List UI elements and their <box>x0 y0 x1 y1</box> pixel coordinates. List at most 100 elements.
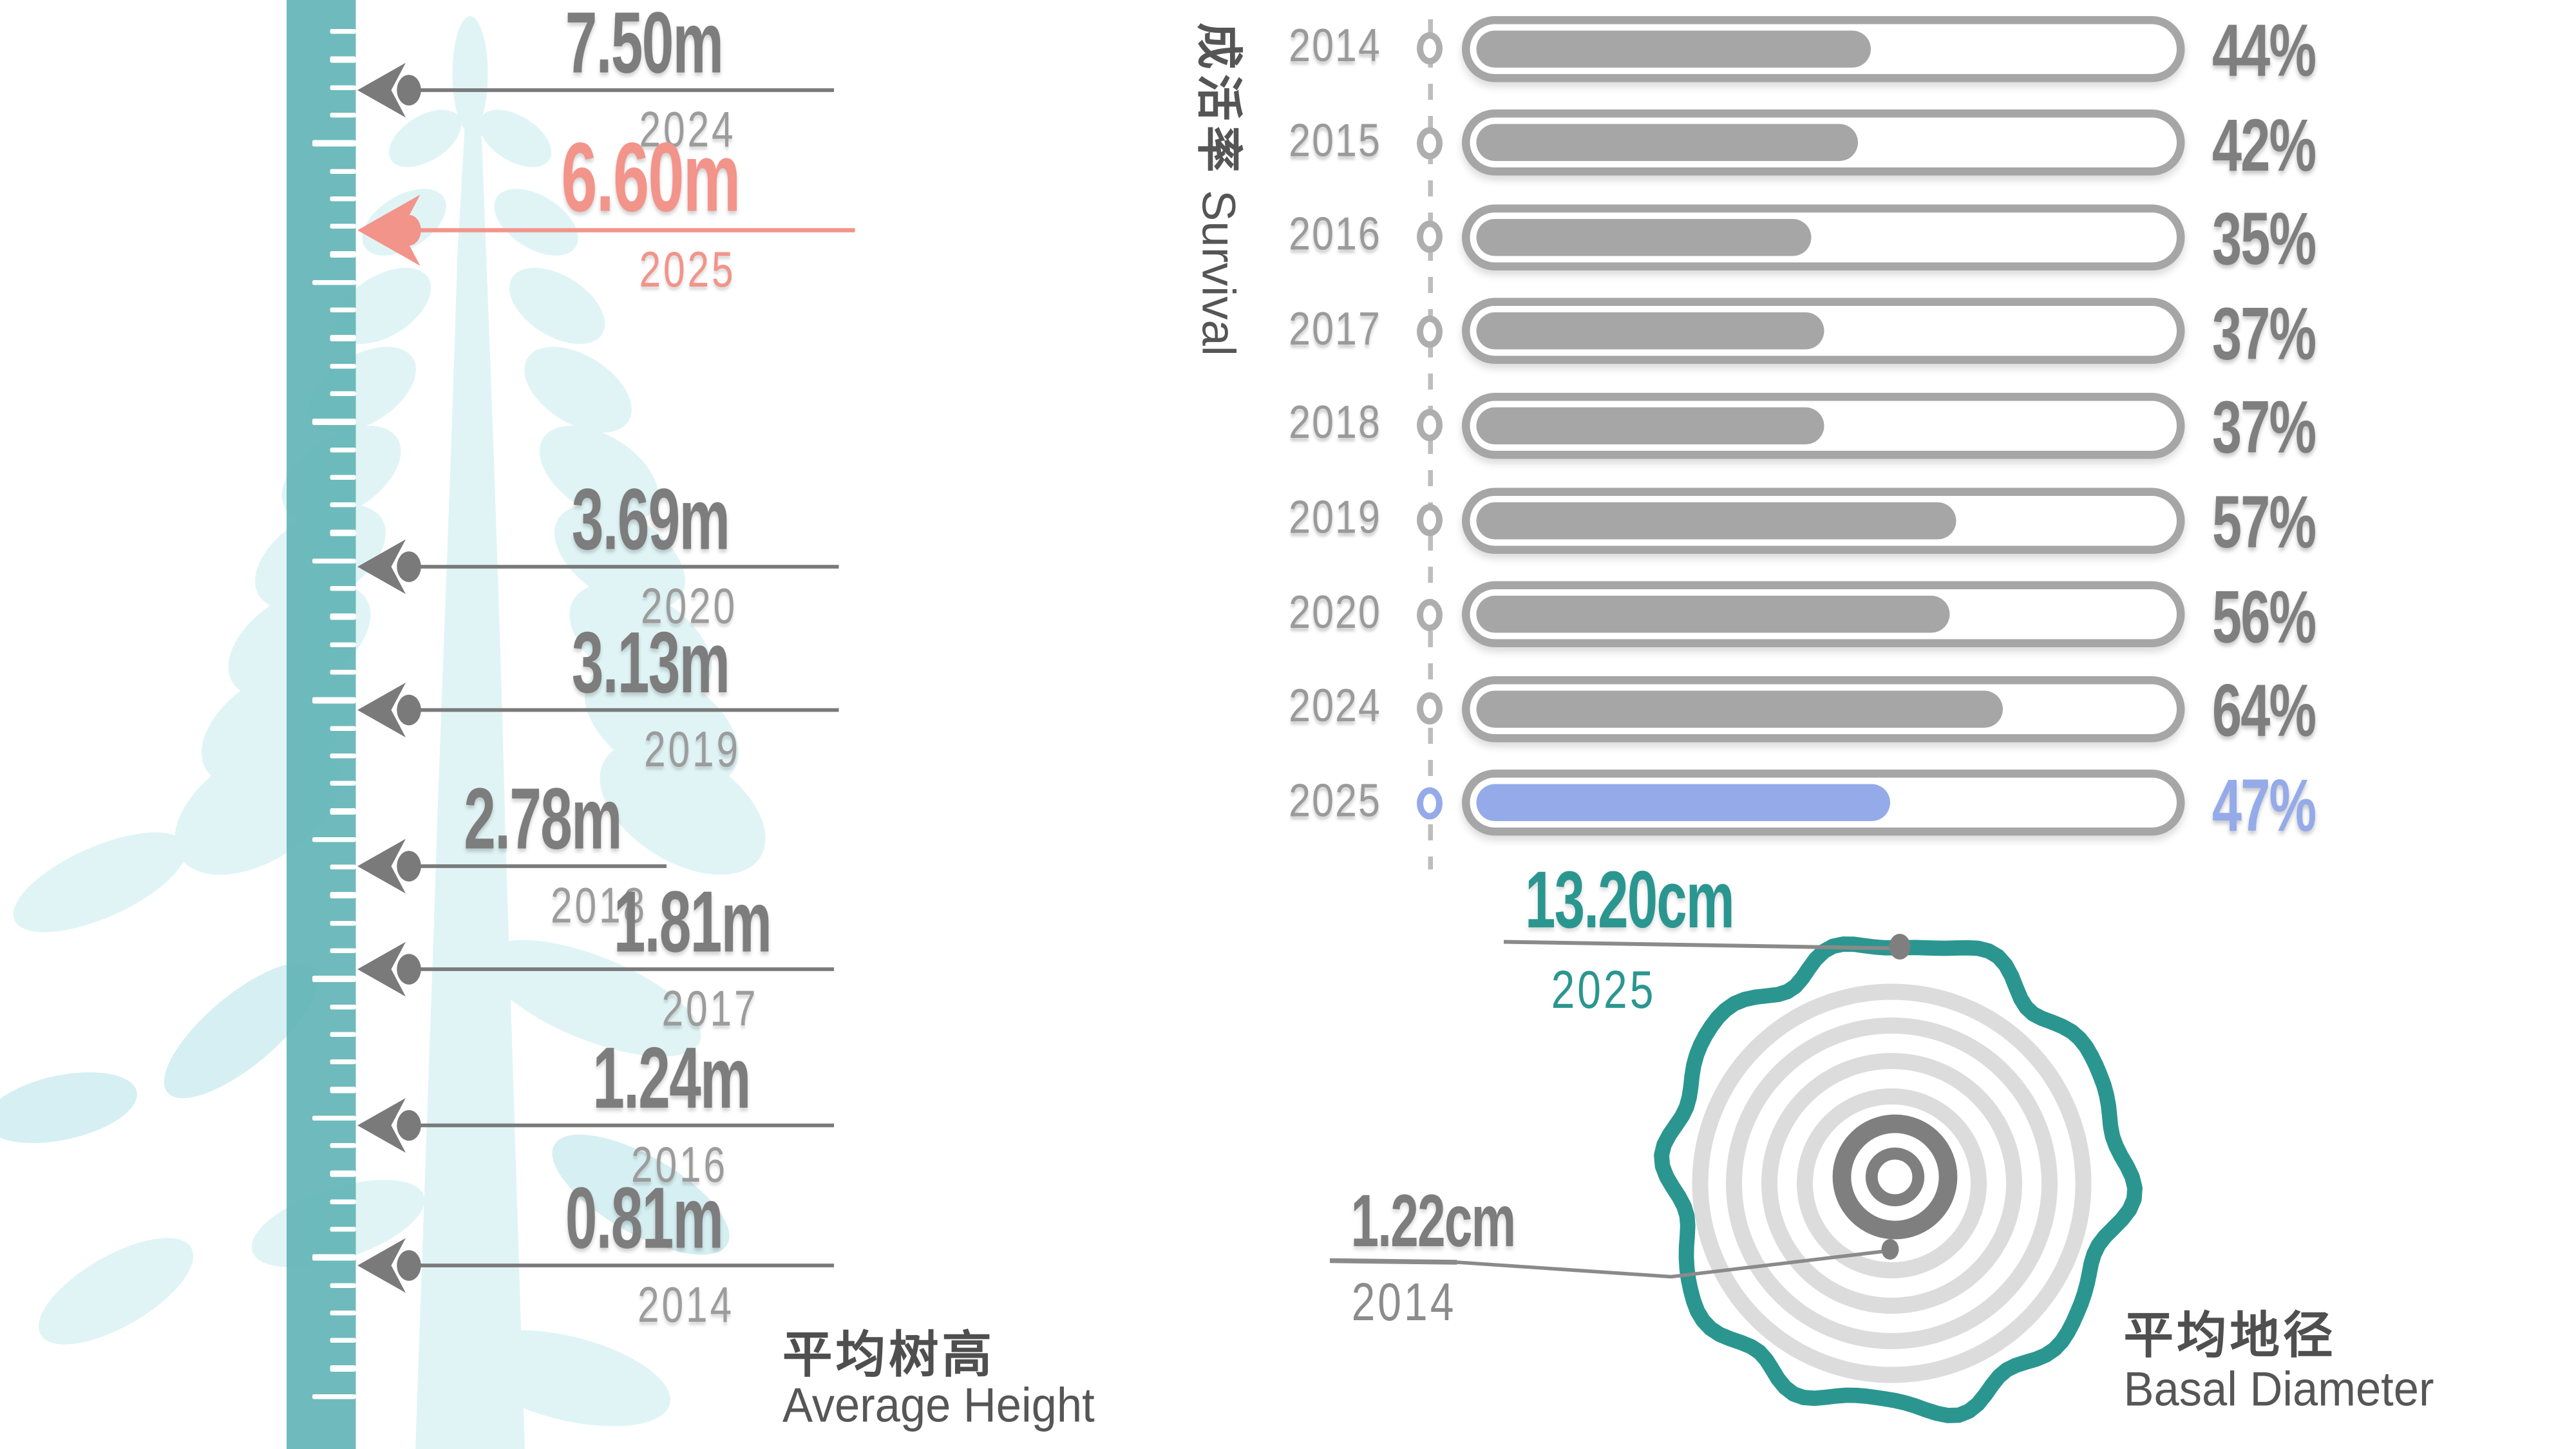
ruler-tick <box>312 1394 356 1399</box>
ruler-tick <box>330 391 356 397</box>
growth-ring <box>1726 1018 2058 1349</box>
center-ring-2014 <box>1832 1114 1958 1240</box>
arrow-dot <box>397 75 421 106</box>
survival-bar-fill <box>1476 596 1950 633</box>
ruler-tick <box>330 641 356 647</box>
ruler-tick <box>330 1143 356 1149</box>
timeline-marker <box>1416 220 1443 253</box>
height-year: 2020 <box>640 578 738 634</box>
height-year: 2018 <box>550 877 648 934</box>
growth-ring <box>1761 1053 2022 1314</box>
center-pith <box>1865 1147 1925 1207</box>
survival-year: 2015 <box>1289 115 1381 167</box>
diameter-min-value: 1.22cm <box>1350 1179 1516 1262</box>
arrow-dot <box>397 551 421 582</box>
diameter-max-value: 13.20cm <box>1525 855 1734 945</box>
timeline-marker <box>1416 504 1443 536</box>
survival-year: 2017 <box>1289 303 1381 355</box>
ruler-tick <box>330 251 356 258</box>
ruler-tick <box>330 1171 356 1177</box>
height-entry <box>357 1098 834 1153</box>
ruler-tick <box>330 474 356 480</box>
timeline-marker <box>1416 126 1443 159</box>
ruler-tick <box>312 140 356 146</box>
survival-bar-fill <box>1476 218 1812 256</box>
survival-year: 2016 <box>1289 209 1381 261</box>
ruler-tick <box>312 837 356 842</box>
ruler-tick <box>330 614 356 620</box>
ruler-tick <box>330 1365 356 1372</box>
survival-pct: 44% <box>2212 8 2316 92</box>
ruler-tick <box>330 920 356 926</box>
ruler-tick <box>330 502 356 508</box>
ruler-tick <box>330 112 356 118</box>
arrow-dot <box>397 214 421 246</box>
height-year: 2025 <box>639 242 736 298</box>
ruler-tick <box>330 1003 356 1010</box>
ruler-tick <box>330 864 356 870</box>
ruler-tick <box>330 29 356 35</box>
ruler-tick <box>330 1338 356 1344</box>
survival-bar-track <box>1462 109 2185 176</box>
arrow-left-icon <box>357 1238 406 1293</box>
height-ruler <box>287 0 356 1449</box>
height-year: 2024 <box>639 101 736 158</box>
ruler-tick <box>330 1310 356 1316</box>
survival-bar-fill <box>1476 784 1890 822</box>
height-entry <box>357 683 839 737</box>
height-entry <box>357 942 834 997</box>
height-value: 3.13m <box>571 614 730 712</box>
growth-ring <box>1692 983 2092 1383</box>
ruler-tick <box>330 307 356 313</box>
survival-year: 2014 <box>1289 21 1381 73</box>
survival-pct: 35% <box>2212 196 2316 281</box>
ruler-tick <box>312 558 356 564</box>
ruler-tick <box>330 1087 356 1093</box>
ruler-tick <box>330 84 356 90</box>
arrow-dot <box>397 694 421 726</box>
ruler-tick <box>330 753 356 759</box>
height-value: 0.81m <box>565 1170 724 1267</box>
ruler-tick <box>312 279 356 285</box>
height-value: 3.69m <box>571 471 730 568</box>
arrow-left-icon <box>357 62 406 118</box>
callout-dot-outer <box>1889 934 1911 960</box>
survival-bar-track <box>1462 770 2185 837</box>
survival-pct: 42% <box>2212 102 2316 186</box>
survival-bar-fill <box>1476 312 1824 350</box>
survival-bar-track <box>1462 15 2185 82</box>
ruler-tick <box>312 1254 356 1260</box>
arrow-left-icon <box>357 539 406 594</box>
survival-bar-track <box>1462 392 2185 459</box>
height-year: 2017 <box>661 980 759 1037</box>
height-title-en: Average Height <box>782 1379 1095 1433</box>
timeline-marker <box>1416 32 1443 64</box>
callout-underline-inner <box>1329 1258 1457 1265</box>
height-year: 2019 <box>643 721 741 778</box>
survival-pct: 37% <box>2212 290 2316 375</box>
survival-pct: 57% <box>2212 480 2316 564</box>
callout-line-inner <box>1457 1249 1888 1279</box>
ruler-tick <box>330 168 356 174</box>
ruler-tick <box>330 196 356 202</box>
survival-axis-line <box>1428 19 1432 869</box>
survival-pct: 64% <box>2212 668 2316 752</box>
survival-bar-track <box>1462 676 2185 742</box>
timeline-marker <box>1416 409 1443 442</box>
diameter-max-year: 2025 <box>1551 960 1656 1019</box>
arrow-left-icon <box>357 942 406 997</box>
survival-year: 2018 <box>1289 398 1381 450</box>
ruler-tick <box>330 335 356 341</box>
height-value: 1.81m <box>613 873 772 971</box>
timeline-marker <box>1416 598 1443 630</box>
height-value: 6.60m <box>561 122 741 232</box>
timeline-marker <box>1416 315 1443 348</box>
ruler-tick <box>330 669 356 676</box>
ruler-tick <box>330 1059 356 1065</box>
survival-year: 2019 <box>1289 493 1381 544</box>
survival-bar-track <box>1462 487 2185 553</box>
survival-bar-track <box>1462 204 2185 270</box>
